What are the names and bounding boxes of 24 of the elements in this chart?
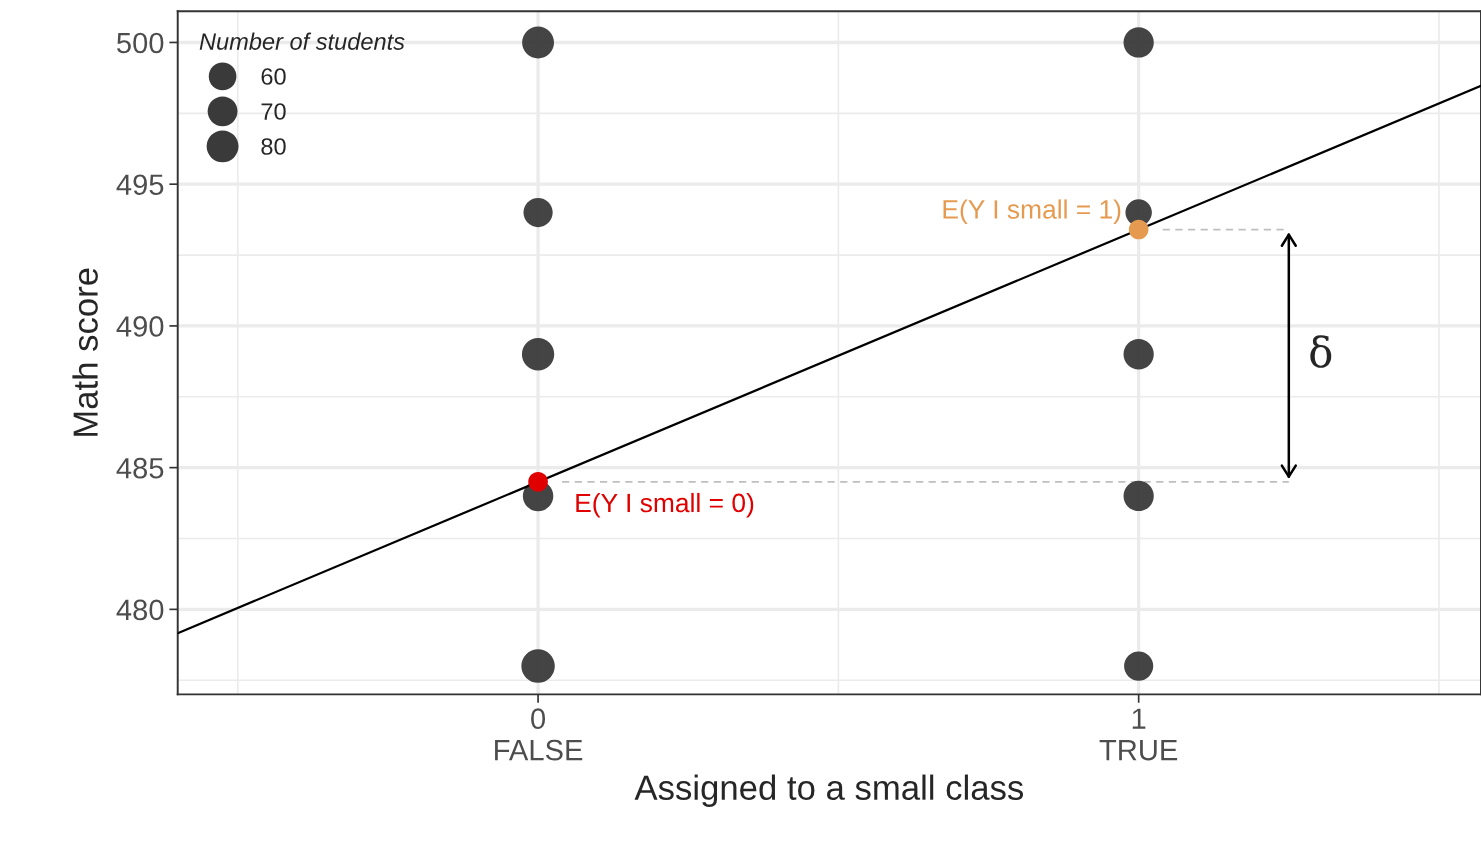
y-tick-label: 495 <box>116 174 164 196</box>
point <box>1123 27 1154 58</box>
annotation: E(Y I small = 0) <box>576 492 754 518</box>
y-tick-label: 490 <box>116 316 164 337</box>
y-tick-label: 485 <box>116 457 164 479</box>
point <box>523 197 553 228</box>
y-tick-label: 500 <box>117 32 164 54</box>
point <box>1123 480 1154 512</box>
point <box>1123 339 1154 370</box>
x-axis-title: Assigned to a small class <box>634 774 1024 807</box>
point <box>528 471 548 492</box>
legend-label: 60 <box>261 68 286 85</box>
legend-label: 70 <box>261 103 286 120</box>
y-tick-label: 480 <box>116 599 164 621</box>
point <box>1124 651 1154 681</box>
x-tick-label: 0 FALSE <box>495 708 583 761</box>
point <box>522 26 555 59</box>
y-axis-title: Math score <box>72 268 98 436</box>
legend-label: 80 <box>261 138 286 155</box>
legend-title: Number of students <box>199 32 405 50</box>
annotation: E(Y I small = 1) <box>943 199 1121 224</box>
annotation: δ <box>1310 335 1332 368</box>
point <box>1128 219 1149 240</box>
x-tick-label: 1 TRUE <box>1099 708 1178 761</box>
